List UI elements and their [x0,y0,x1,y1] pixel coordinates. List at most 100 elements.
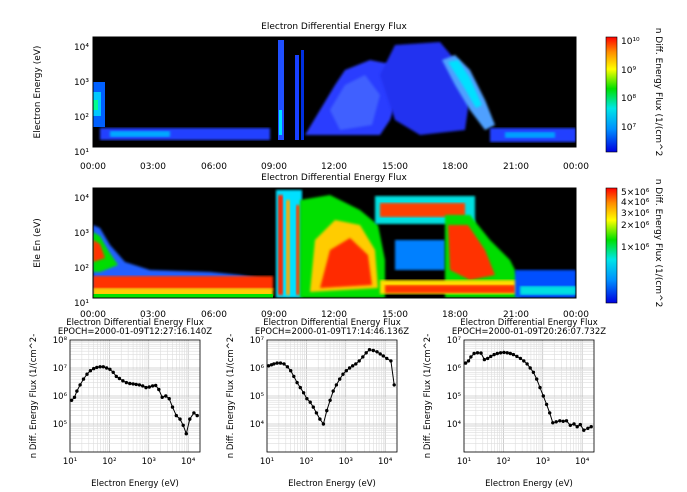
spectrum-point [551,421,555,425]
flux-blob [448,60,482,108]
spectrum-point [318,417,322,421]
x-tick-label: 10² [299,457,313,467]
spectrum-point [511,352,516,357]
spectrum-point [344,369,348,373]
line-plot-frame [69,339,201,453]
spectrum-point [75,389,79,393]
spectrogram-2-xtick: 03:00 [140,310,166,320]
flux-blob [93,294,273,298]
colorbar-1-tick: 10⁷ [621,123,636,133]
spectrum-line [268,349,395,426]
flux-blob [380,203,465,217]
spectrum-point [311,405,315,409]
spectrum-point [351,364,355,368]
x-tick-label: 10² [496,457,510,467]
spectrum-point [479,351,483,355]
spectrum-point [531,370,536,374]
line-plot-epoch: EPOCH=2000-01-09T12:27:16.140Z [58,327,212,337]
spectrogram-1-xtick: 21:00 [503,162,529,172]
spectrum-point [475,351,480,355]
spectrogram-1-ytick-3: 10³ [74,78,89,88]
spectrum-point [131,382,135,386]
flux-blob [93,100,98,110]
spectrum-point [492,352,496,357]
spectrum-point [522,359,526,363]
line-plot-epoch: EPOCH=2000-01-09T20:26:07.732Z [452,327,606,337]
spectrum-point [357,359,361,363]
x-tick-label: 10³ [536,457,550,467]
flux-blob [93,240,105,262]
spectrum-point [104,366,109,370]
spectrum-point [572,422,576,426]
line-plot-ylabel: n Diff. Energy Flux (1/(cm^2- [226,334,236,459]
line-plot-3: Electron Differential Energy FluxEPOCH=2… [423,318,606,489]
y-tick-label: 10⁵ [53,420,67,430]
x-tick-label: 10⁴ [378,457,393,467]
flux-blob [448,225,495,280]
line-plot-1: Electron Differential Energy FluxEPOCH=2… [29,318,212,489]
colorbar-2-tick: 2×10⁶ [621,221,650,231]
spectrum-point [385,356,389,361]
spectrogram-1-xtick: 15:00 [382,162,408,172]
flux-blob [385,285,515,293]
spectrum-point [124,380,129,385]
flux-blob [279,110,282,135]
spectrum-point [298,385,302,390]
spectrum-point [489,354,493,359]
spectrum-point [541,394,545,398]
spectrum-point [375,350,379,354]
x-tick-label: 10⁴ [181,457,196,467]
spectrum-point [101,365,106,369]
flux-blob [278,195,283,295]
flux-blob [395,240,445,270]
line-plot-xlabel: Electron Energy (eV) [485,479,573,489]
spectrogram-1-ylabel: Electron Energy (eV) [33,46,43,139]
line-plot-ylabel: n Diff. Energy Flux (1/(cm^2- [29,334,39,459]
colorbar-2-tick: 5×10⁶ [621,188,650,198]
colorbar-2-label: n Diff. Energy Flux (1/(cm^2 [653,179,663,308]
y-tick-label: 10⁶ [250,364,265,374]
line-plot-frame [463,339,595,453]
spectrum-point [289,369,293,373]
spectrum-point [578,422,582,427]
colorbar-1-label: n Diff. Energy Flux (1/(cm^2 [653,28,663,157]
spectrum-point [392,383,396,387]
spectrum-point [157,387,161,392]
spectrum-point [144,385,148,390]
spectrum-point [338,377,342,381]
spectrum-point [469,355,473,359]
spectrum-point [72,395,77,399]
spectrum-point [466,359,471,363]
spectrogram-1-xtick: 00:00 [80,162,106,172]
spectrogram-1-xtick: 09:00 [261,162,287,172]
y-tick-label: 10⁶ [53,392,68,402]
y-tick-label: 10⁵ [447,392,461,402]
spectrum-point [282,362,286,366]
spectrogram-1-title: Electron Differential Energy Flux [261,22,407,32]
colorbar-1-tick: 10¹⁰ [621,37,640,47]
line-plot-title: Electron Differential Energy Flux [460,318,598,328]
spectrum-point [305,397,309,401]
spectrum-point [195,413,199,418]
y-tick-label: 10⁴ [250,420,265,430]
spectrogram-2-xtick: 12:00 [321,310,347,320]
colorbar-2-tick: 1×10⁶ [621,243,650,253]
spectrum-point [192,411,196,415]
spectrogram-2-ytick-1: 10¹ [74,299,89,309]
flux-blob [301,50,304,140]
spectrogram-2-xtick: 06:00 [201,310,227,320]
spectrum-point [117,376,122,381]
spectrum-point [495,351,499,356]
spectrum-point [98,365,102,369]
spectrum-point [498,351,503,355]
spectrogram-2-ytick-2: 10² [74,264,89,274]
line-plot-ylabel: n Diff. Energy Flux (1/(cm^2- [423,334,433,459]
spectrogram-2-xtick: 00:00 [80,310,106,320]
spectrogram-2-ytick-3: 10³ [74,229,89,239]
spectrogram-1-ytick-2: 10² [74,113,89,123]
spectrum-point [361,355,365,359]
line-plot-epoch: EPOCH=2000-01-09T17:14:46.136Z [255,327,409,337]
spectrogram-1-flux-blobs [93,40,576,142]
line-plot-xlabel: Electron Energy (eV) [91,479,179,489]
spectrum-point [389,359,393,363]
